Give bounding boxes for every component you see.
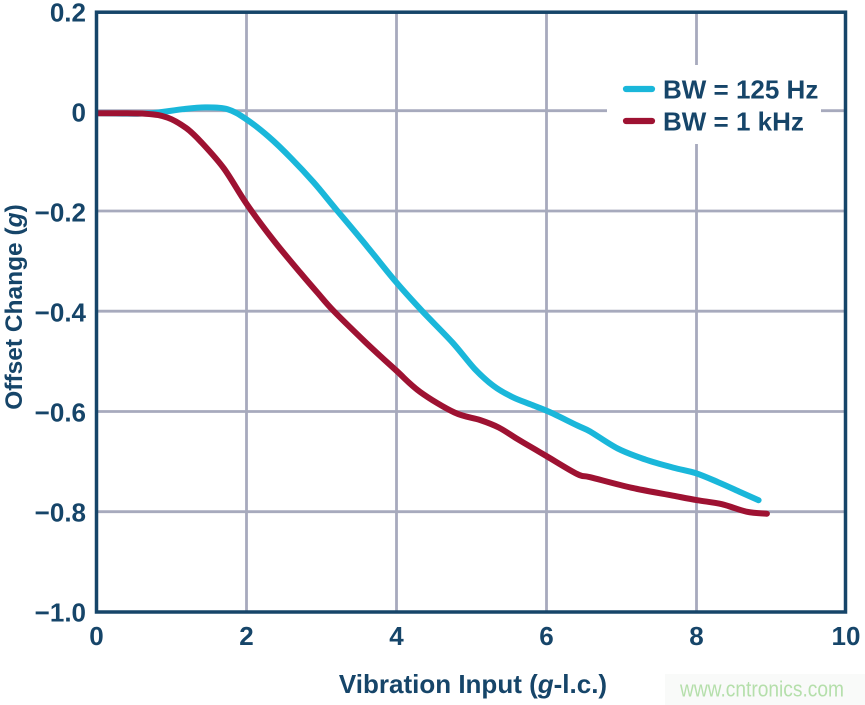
svg-text:2: 2 [239, 621, 253, 651]
svg-text:8: 8 [689, 621, 703, 651]
svg-text:−0.4: −0.4 [35, 298, 87, 328]
svg-text:BW = 125 Hz: BW = 125 Hz [663, 75, 818, 105]
svg-text:Vibration Input (g-l.c.): Vibration Input (g-l.c.) [339, 669, 607, 699]
svg-text:Offset Change (g): Offset Change (g) [1, 204, 28, 410]
svg-text:www.cntronics.com: www.cntronics.com [679, 677, 844, 702]
svg-text:−0.2: −0.2 [35, 198, 86, 228]
svg-text:−1.0: −1.0 [35, 598, 86, 628]
svg-text:BW = 1 kHz: BW = 1 kHz [663, 107, 804, 137]
svg-text:10: 10 [832, 621, 861, 651]
svg-text:0: 0 [72, 98, 86, 128]
svg-text:6: 6 [539, 621, 553, 651]
svg-text:0: 0 [89, 621, 103, 651]
svg-text:0.2: 0.2 [50, 0, 86, 28]
svg-text:−0.8: −0.8 [35, 498, 86, 528]
svg-text:−0.6: −0.6 [35, 398, 86, 428]
svg-text:4: 4 [389, 621, 404, 651]
